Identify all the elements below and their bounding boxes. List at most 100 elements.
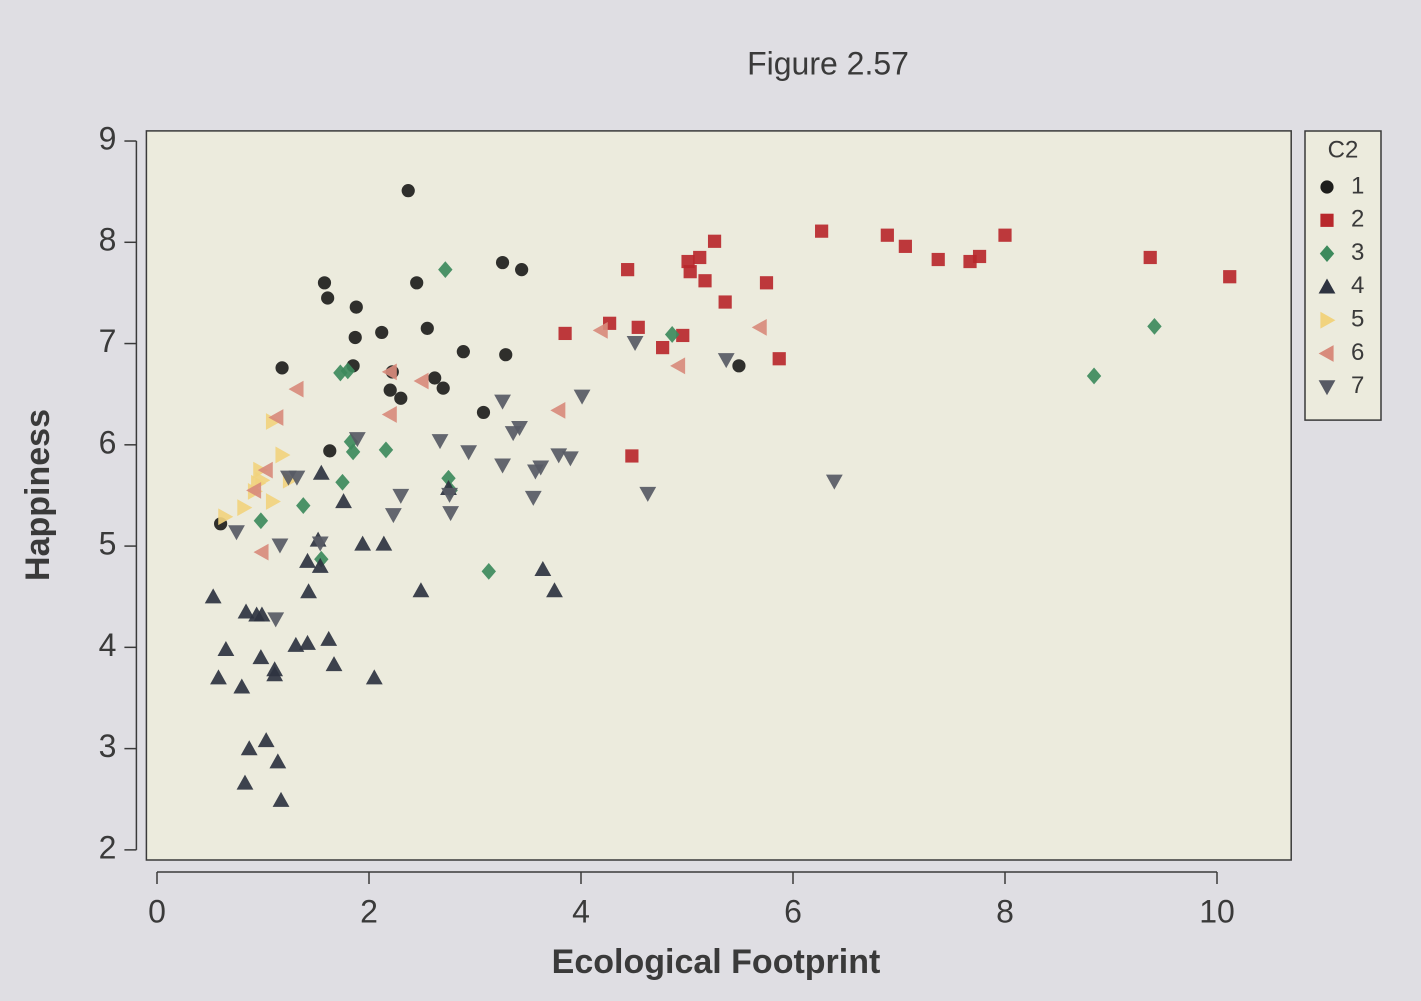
data-point bbox=[626, 335, 644, 351]
data-point bbox=[275, 446, 291, 464]
data-point bbox=[236, 774, 254, 790]
data-point bbox=[670, 357, 686, 375]
y-tick-label: 3 bbox=[99, 728, 117, 764]
data-point bbox=[534, 560, 552, 576]
data-point bbox=[288, 380, 304, 398]
legend-marker bbox=[1320, 180, 1334, 194]
data-point bbox=[495, 255, 510, 270]
data-point bbox=[558, 326, 572, 341]
data-point bbox=[204, 588, 222, 604]
x-tick-label: 6 bbox=[784, 893, 802, 929]
data-point bbox=[268, 409, 284, 426]
data-point bbox=[1143, 250, 1157, 265]
data-point bbox=[931, 252, 945, 267]
data-point bbox=[383, 383, 397, 397]
legend-marker bbox=[1318, 278, 1336, 294]
data-point bbox=[272, 791, 290, 807]
data-point bbox=[681, 254, 695, 269]
legend-label: 6 bbox=[1351, 339, 1364, 366]
y-tick-label: 4 bbox=[99, 627, 117, 663]
data-point bbox=[562, 451, 579, 467]
data-point bbox=[233, 678, 251, 694]
data-point bbox=[639, 486, 657, 502]
data-point bbox=[621, 263, 635, 277]
data-point bbox=[825, 474, 843, 490]
data-point bbox=[494, 458, 511, 474]
data-point bbox=[815, 224, 829, 238]
data-point bbox=[210, 669, 227, 685]
data-point bbox=[257, 461, 273, 479]
data-point bbox=[625, 449, 639, 463]
data-point bbox=[269, 753, 287, 769]
data-point bbox=[499, 348, 513, 362]
data-point bbox=[732, 359, 746, 373]
data-point bbox=[511, 421, 528, 437]
data-point bbox=[441, 487, 458, 503]
data-point bbox=[300, 583, 317, 599]
data-point bbox=[240, 740, 258, 756]
y-tick-label: 6 bbox=[99, 424, 117, 460]
data-point bbox=[401, 184, 415, 198]
y-tick-label: 8 bbox=[99, 222, 117, 258]
data-point bbox=[413, 372, 429, 390]
legend-title: C2 bbox=[1328, 136, 1359, 163]
data-point bbox=[345, 443, 361, 461]
x-axis-label: Ecological Footprint bbox=[552, 943, 881, 981]
legend-label: 1 bbox=[1351, 172, 1364, 199]
legend-marker bbox=[1320, 213, 1334, 227]
data-point bbox=[267, 612, 285, 628]
data-point bbox=[683, 265, 697, 279]
data-point bbox=[476, 405, 491, 420]
data-point bbox=[253, 512, 269, 530]
data-point bbox=[394, 391, 408, 405]
data-point bbox=[880, 228, 894, 242]
y-tick-label: 2 bbox=[99, 829, 117, 865]
data-point bbox=[288, 470, 306, 486]
chart-title: Figure 2.57 bbox=[747, 45, 909, 81]
data-point bbox=[412, 582, 430, 598]
data-point bbox=[218, 508, 234, 526]
data-point bbox=[299, 634, 316, 650]
data-point bbox=[759, 276, 774, 290]
data-point bbox=[664, 326, 680, 343]
data-point bbox=[442, 506, 460, 522]
x-tick-label: 4 bbox=[572, 893, 590, 929]
data-point bbox=[381, 406, 397, 423]
data-point bbox=[246, 481, 262, 499]
data-point bbox=[354, 535, 372, 551]
data-point bbox=[456, 345, 470, 359]
data-point bbox=[348, 432, 366, 448]
data-point bbox=[972, 249, 987, 264]
data-point bbox=[751, 318, 767, 336]
legend-label: 5 bbox=[1351, 306, 1364, 333]
data-point bbox=[438, 261, 453, 279]
data-point bbox=[631, 320, 645, 334]
data-point bbox=[441, 469, 456, 487]
data-point bbox=[335, 493, 352, 509]
data-point bbox=[550, 401, 566, 419]
data-point bbox=[375, 535, 393, 551]
data-point bbox=[428, 371, 442, 385]
data-point bbox=[998, 228, 1012, 242]
legend-box bbox=[1304, 130, 1382, 421]
data-point bbox=[217, 640, 235, 656]
x-tick-label: 8 bbox=[996, 893, 1014, 929]
data-point bbox=[287, 636, 305, 652]
data-point bbox=[431, 434, 449, 450]
legend-marker bbox=[1319, 245, 1335, 262]
data-point bbox=[365, 669, 383, 685]
plot-area bbox=[145, 130, 1292, 861]
data-point bbox=[676, 328, 690, 343]
data-point bbox=[378, 441, 394, 459]
data-point bbox=[320, 630, 338, 646]
data-point bbox=[271, 538, 289, 554]
data-point bbox=[656, 341, 670, 355]
data-point bbox=[348, 330, 362, 345]
data-point bbox=[323, 444, 337, 458]
y-tick-label: 5 bbox=[99, 526, 117, 562]
data-point bbox=[420, 321, 434, 335]
data-point bbox=[275, 361, 289, 375]
data-point bbox=[321, 291, 335, 305]
data-point bbox=[772, 352, 786, 366]
